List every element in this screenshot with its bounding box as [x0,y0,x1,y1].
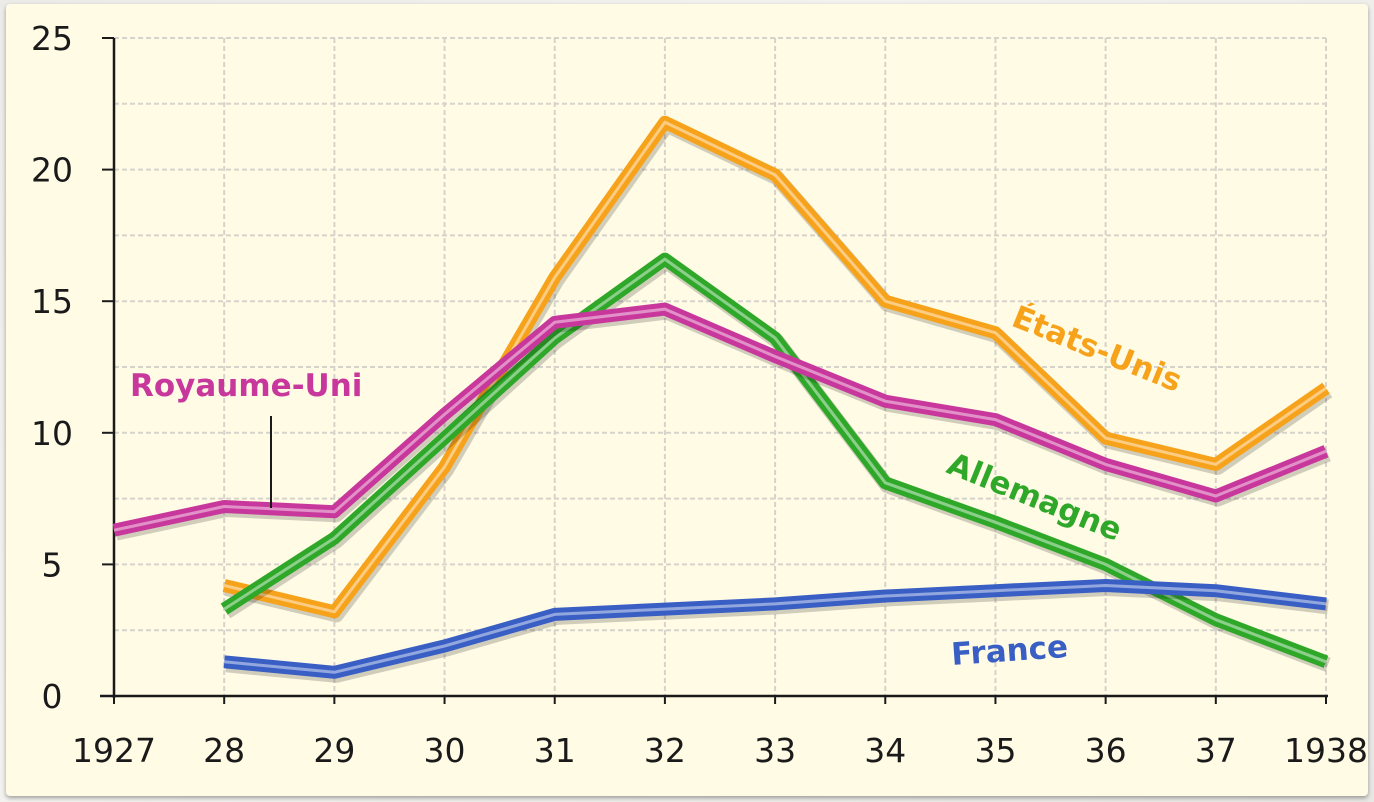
series-royaume-uni [112,302,1331,541]
y-tick-label: 0 [42,677,63,716]
y-tick-label: 15 [31,282,73,321]
x-tick-label: 1927 [72,731,156,770]
y-tick-label: 5 [42,545,63,584]
series-line [222,115,1330,619]
x-tick-label: 28 [203,731,245,770]
x-tick-label: 34 [864,731,906,770]
x-tick-label: 1938 [1284,731,1368,770]
x-tick-label: 36 [1085,731,1127,770]
series-line [112,302,1329,537]
x-tick-label: 33 [754,731,796,770]
x-tick-label: 29 [313,731,355,770]
x-tick-label: 30 [424,731,466,770]
series-line [223,579,1327,679]
x-tick-label: 31 [534,731,576,770]
axes [100,38,1328,698]
series-line-highlight [113,307,1327,532]
y-tick-label: 10 [31,414,73,453]
series-line-highlight [223,120,1327,614]
series-france [223,579,1329,683]
series-lines [112,115,1333,683]
series-line-shadow [114,304,1331,541]
series-etats-unis [222,115,1333,623]
label-etats-unis: États-Unis [1007,299,1187,400]
x-tick-label: 35 [974,731,1016,770]
series-line-highlight [224,584,1327,674]
tick-labels: 1927 28 29 30 31 32 33 34 35 36 37 1938 0 5 10 15 20 25 [31,19,1368,770]
y-tick-label: 20 [31,151,73,190]
x-tick-label: 37 [1195,731,1237,770]
x-tick-label: 32 [644,731,686,770]
label-france: France [950,629,1069,673]
label-royaume-uni: Royaume-Uni [130,368,362,404]
y-tick-label: 25 [31,19,73,58]
